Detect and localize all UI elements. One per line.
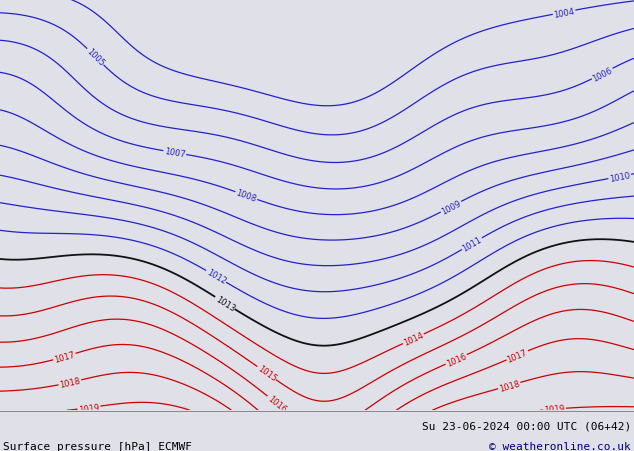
Text: 1007: 1007 bbox=[164, 147, 186, 159]
Text: 1006: 1006 bbox=[591, 66, 614, 83]
Text: 1019: 1019 bbox=[78, 402, 100, 414]
Text: 1017: 1017 bbox=[53, 350, 76, 364]
Text: 1009: 1009 bbox=[439, 198, 462, 216]
Text: 1013: 1013 bbox=[214, 294, 236, 313]
Text: 1019: 1019 bbox=[544, 404, 566, 414]
Text: 1018: 1018 bbox=[58, 376, 81, 389]
Text: Surface pressure [hPa] ECMWF: Surface pressure [hPa] ECMWF bbox=[3, 441, 192, 451]
Text: Su 23-06-2024 00:00 UTC (06+42): Su 23-06-2024 00:00 UTC (06+42) bbox=[422, 421, 631, 431]
Text: 1016: 1016 bbox=[266, 393, 288, 414]
Text: 1008: 1008 bbox=[235, 189, 258, 204]
Text: 1016: 1016 bbox=[444, 351, 468, 368]
Text: 1005: 1005 bbox=[85, 47, 106, 68]
Text: 1011: 1011 bbox=[460, 235, 483, 253]
Text: © weatheronline.co.uk: © weatheronline.co.uk bbox=[489, 441, 631, 451]
Text: 1014: 1014 bbox=[402, 331, 425, 347]
Text: 1004: 1004 bbox=[553, 7, 575, 19]
Text: 1018: 1018 bbox=[498, 378, 521, 393]
Text: 1010: 1010 bbox=[609, 170, 631, 184]
Text: 1015: 1015 bbox=[256, 364, 278, 383]
Text: 1017: 1017 bbox=[506, 347, 529, 364]
Text: 1012: 1012 bbox=[205, 267, 228, 286]
